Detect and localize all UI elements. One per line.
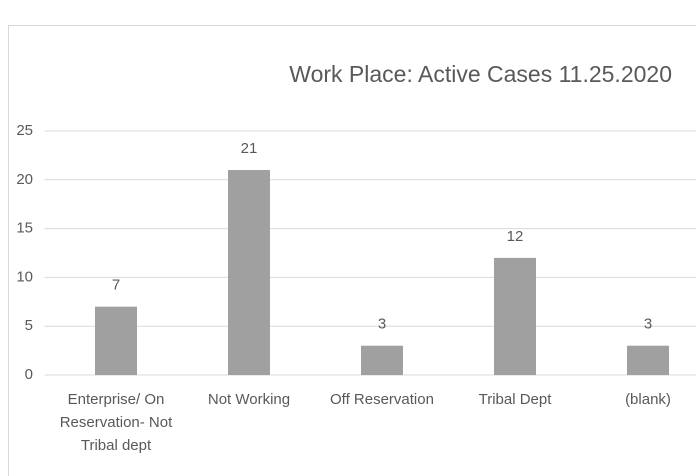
y-tick-label: 15 xyxy=(16,220,33,237)
chart-frame xyxy=(8,25,696,476)
bar xyxy=(627,345,669,375)
bar xyxy=(228,170,270,375)
y-tick-label: 0 xyxy=(25,366,33,383)
bar xyxy=(494,257,536,375)
y-tick-label: 25 xyxy=(16,122,33,139)
x-tick-label: (blank) xyxy=(625,391,671,408)
data-label: 3 xyxy=(644,316,652,333)
data-label: 21 xyxy=(241,140,258,157)
bar xyxy=(95,306,137,375)
data-label: 3 xyxy=(378,316,386,333)
x-tick-label: Not Working xyxy=(208,391,290,408)
x-tick-label: Off Reservation xyxy=(330,391,434,408)
y-tick-label: 5 xyxy=(25,317,33,334)
x-tick-label: Enterprise/ On Reservation- Not Tribal dep… xyxy=(60,391,173,454)
y-tick-label: 10 xyxy=(16,268,33,285)
x-tick-label: Tribal Dept xyxy=(479,391,553,408)
bar xyxy=(361,345,403,375)
y-tick-label: 20 xyxy=(16,171,33,188)
data-label: 7 xyxy=(112,277,120,294)
chart-title: Work Place: Active Cases 11.25.2020 xyxy=(289,61,672,87)
data-label: 12 xyxy=(507,228,524,245)
